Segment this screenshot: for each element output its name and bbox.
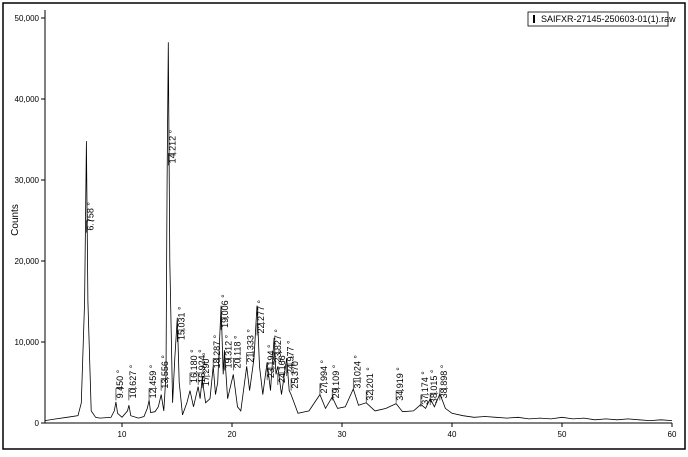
y-tick-label: 30,000 xyxy=(15,176,40,185)
annotation-label: 21.333 ° xyxy=(246,329,256,363)
annotation-label: 17.290 ° xyxy=(201,352,211,386)
legend-swatch xyxy=(533,15,535,23)
x-tick-label: 10 xyxy=(118,430,127,439)
y-tick-label: 40,000 xyxy=(15,95,40,104)
annotation-label: 38.898 ° xyxy=(439,364,449,398)
legend-box xyxy=(527,11,669,27)
annotation-label: 6.758 ° xyxy=(85,202,95,231)
annotation-label: 38.015 ° xyxy=(429,369,439,403)
annotation-label: 29.109 ° xyxy=(331,364,341,398)
y-tick-label: 20,000 xyxy=(15,257,40,266)
annotation-label: 24.977 ° xyxy=(286,340,296,374)
annotation-label: 12.459 ° xyxy=(148,364,158,398)
annotation-label: 22.277 ° xyxy=(256,299,266,333)
annotation-label: 37.174 ° xyxy=(420,371,430,405)
annotation-label: 34.919 ° xyxy=(395,367,405,401)
annotation-label: 31.024 ° xyxy=(352,355,362,389)
annotation-label: 19.312 ° xyxy=(223,334,233,368)
annotation-label: 18.287 ° xyxy=(212,334,222,368)
annotation-label: 10.627 ° xyxy=(128,364,138,398)
annotation-label: 20.118 ° xyxy=(232,335,242,368)
x-tick-label: 20 xyxy=(228,430,237,439)
y-tick-label: 10,000 xyxy=(15,338,40,347)
annotation-label: 23.827 ° xyxy=(273,329,283,363)
y-tick-label: 50,000 xyxy=(15,14,40,23)
annotation-label: 16.924 ° xyxy=(197,349,207,383)
annotation-label: 24.166 ° xyxy=(277,349,287,383)
x-tick-label: 40 xyxy=(448,430,457,439)
annotation-label: 15.031 ° xyxy=(176,306,186,340)
annotation-label: 23.194 ° xyxy=(266,344,276,378)
y-tick-label: 0 xyxy=(35,419,40,428)
x-tick-label: 50 xyxy=(558,430,567,439)
legend-label: SAIFXR-27145-250603-01(1).raw xyxy=(541,14,676,24)
annotation-label: 13.556 ° xyxy=(160,355,170,389)
x-tick-label: 30 xyxy=(338,430,347,439)
annotation-label: 27.994 ° xyxy=(319,359,329,393)
data-line xyxy=(44,42,673,422)
annotation-label: 9.450 ° xyxy=(115,369,125,398)
border xyxy=(2,2,686,450)
y-axis-label: Counts xyxy=(10,204,21,236)
annotation-label: 25.370 ° xyxy=(290,355,300,389)
annotation-label: 16.180 ° xyxy=(189,349,199,383)
annotation-label: 32.201 ° xyxy=(365,367,375,401)
x-tick-label: 60 xyxy=(668,430,677,439)
annotation-label: 19.006 ° xyxy=(220,294,230,328)
annotation-label: 14.212 ° xyxy=(167,129,177,163)
